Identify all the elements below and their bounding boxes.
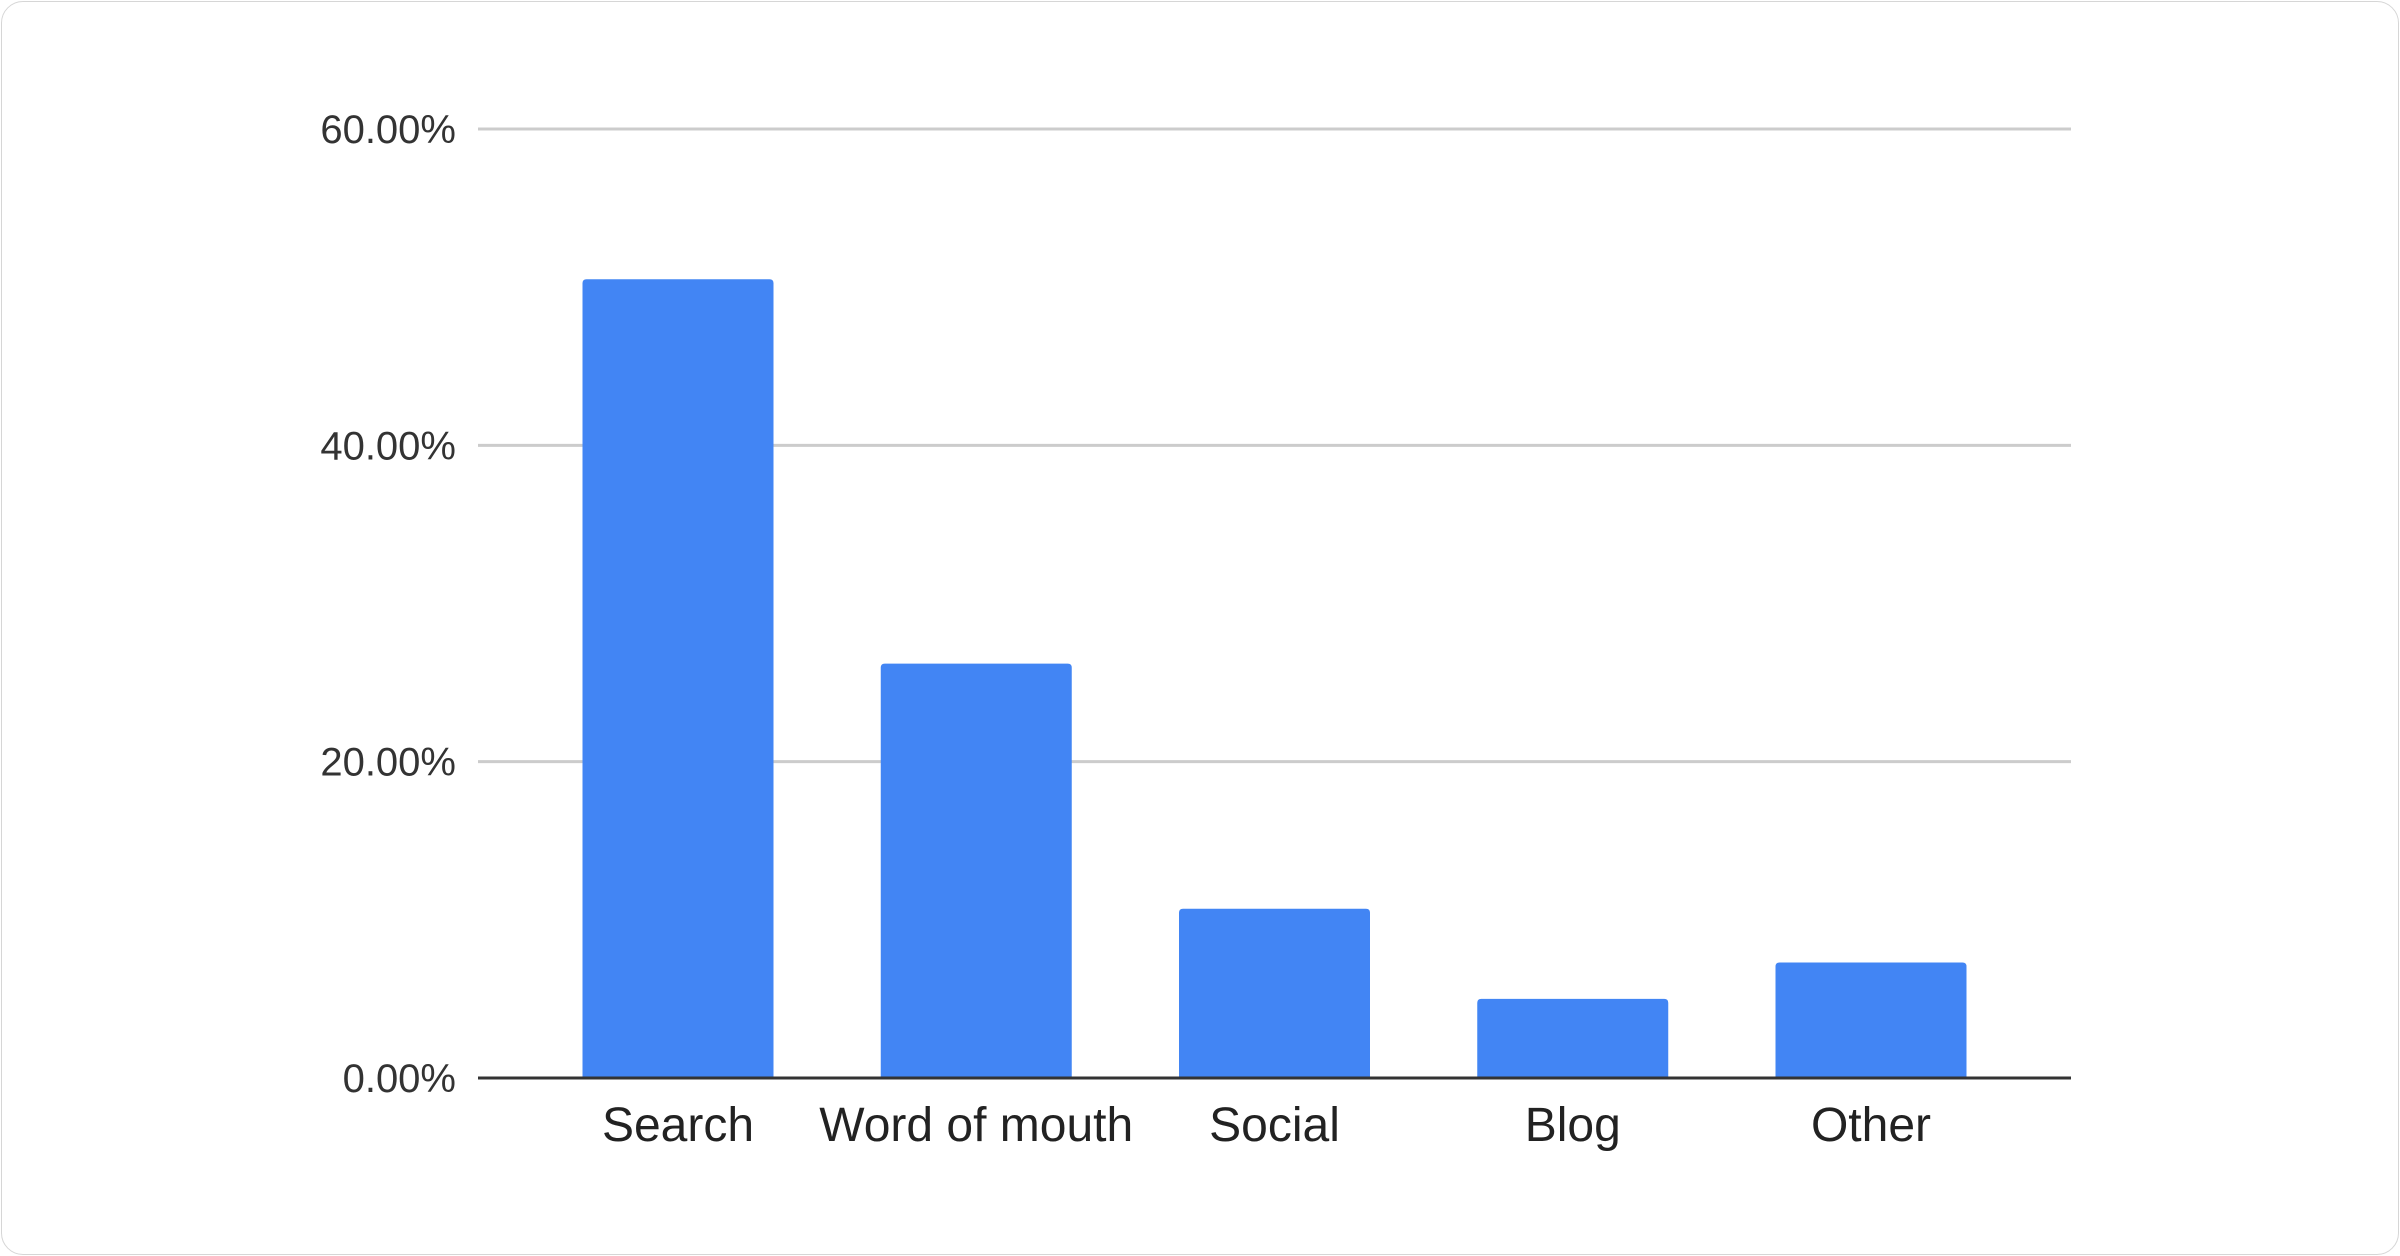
x-tick-label: Word of mouth xyxy=(819,1099,1133,1152)
x-tick-label: Blog xyxy=(1525,1099,1621,1152)
x-tick-label: Social xyxy=(1209,1099,1340,1152)
y-tick-label: 40.00% xyxy=(320,424,456,468)
x-tick-label: Search xyxy=(602,1099,754,1152)
x-tick-label: Other xyxy=(1811,1099,1931,1152)
bar-social xyxy=(1179,908,1370,1078)
y-tick-label: 0.00% xyxy=(343,1057,456,1101)
y-tick-label: 20.00% xyxy=(320,741,456,785)
bar-other xyxy=(1775,962,1967,1078)
y-tick-label: 60.00% xyxy=(320,108,456,152)
bar-blog xyxy=(1477,998,1669,1078)
bar-word-of-mouth xyxy=(880,663,1072,1078)
bar-search xyxy=(582,279,774,1079)
